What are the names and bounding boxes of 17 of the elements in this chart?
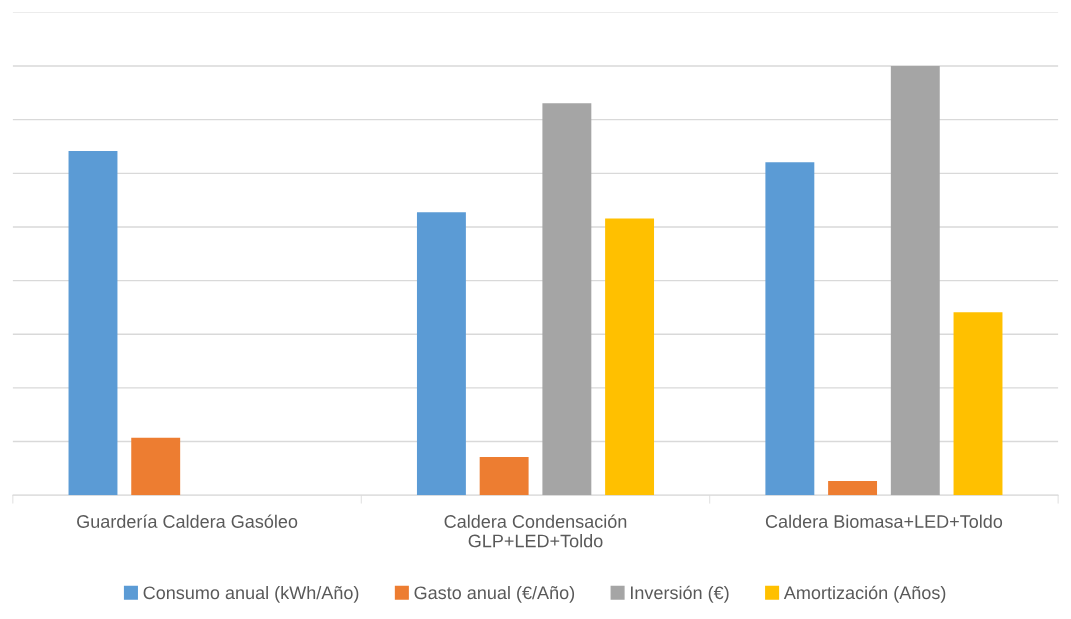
bar	[953, 312, 1003, 496]
bar	[131, 437, 181, 496]
legend-label: Inversión (€)	[631, 585, 729, 603]
bar	[890, 66, 940, 496]
bar	[828, 481, 878, 496]
x-tick-label: Caldera Condensación GLP+LED+Toldo	[444, 514, 627, 548]
x-tick-label: Caldera Biomasa+LED+Toldo	[765, 514, 1003, 528]
bar	[416, 212, 466, 496]
bar	[605, 218, 655, 496]
bar	[68, 151, 118, 496]
bar	[765, 162, 815, 496]
x-tick-label: Guardería Caldera Gasóleo	[77, 514, 298, 528]
legend-label: Consumo anual (kWh/Año)	[143, 585, 359, 603]
bar	[479, 457, 529, 496]
bar	[542, 103, 592, 496]
legend-label: Gasto anual (€/Año)	[414, 585, 575, 603]
legend-label: Amortización (Años)	[783, 585, 946, 603]
